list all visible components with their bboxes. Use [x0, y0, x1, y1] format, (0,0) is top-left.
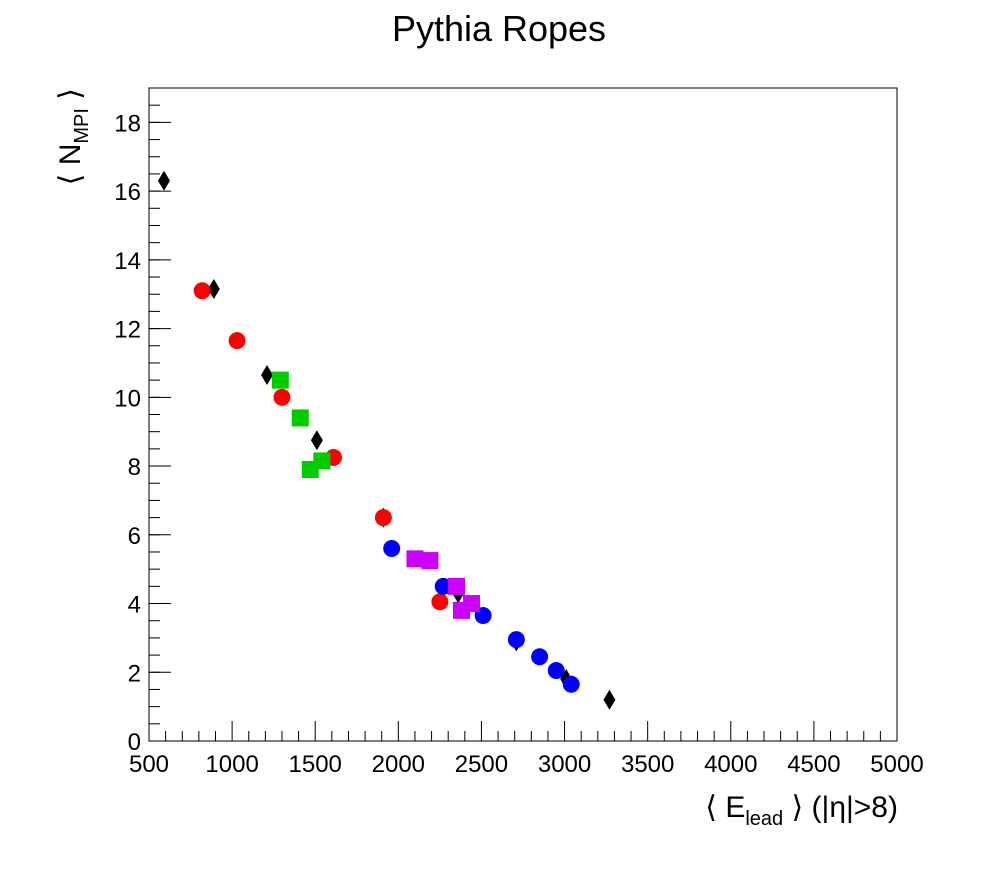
x-axis-title: ⟨ Elead ⟩ (|η|>8): [705, 791, 898, 830]
x-tick-label: 1500: [289, 751, 342, 778]
data-point: [383, 540, 401, 558]
data-point: [157, 170, 170, 191]
x-axis: 500 1000 1500 2000 2500 3000 3500 4000 4500 5000: [129, 721, 924, 778]
x-axis-title-close: ⟩ (|η|>8): [783, 791, 898, 824]
data-point: [273, 388, 291, 406]
x-tick-label: 5000: [870, 751, 923, 778]
x-tick-label: 2000: [372, 751, 425, 778]
y-axis-title-close: ⟩: [54, 88, 87, 108]
data-point: [507, 631, 525, 649]
data-point: [562, 675, 580, 693]
data-point: [207, 279, 220, 300]
data-point: [462, 595, 480, 613]
x-axis-title-sub: lead: [745, 808, 783, 830]
x-tick-label: 3500: [621, 751, 674, 778]
y-tick-label: 4: [128, 592, 141, 619]
x-tick-label: 500: [129, 751, 169, 778]
x-tick-label: 2500: [455, 751, 508, 778]
data-point: [434, 577, 452, 595]
x-tick-label: 4500: [787, 751, 840, 778]
data-point: [228, 332, 246, 350]
y-axis-title-open: ⟨ N: [54, 144, 87, 186]
y-tick-label: 2: [128, 660, 141, 687]
series-2: [193, 282, 449, 611]
data-point: [291, 409, 309, 427]
series-5: [406, 550, 480, 619]
y-axis: 0 2 4 6 8 10 12 14 16 18: [114, 87, 171, 756]
y-tick-label: 10: [114, 385, 141, 412]
data-point: [313, 452, 331, 470]
data-point: [406, 550, 424, 568]
y-tick-label: 12: [114, 317, 141, 344]
x-tick-label: 1000: [205, 751, 258, 778]
data-point: [531, 648, 549, 666]
x-tick-label: 4000: [704, 751, 757, 778]
data-point: [603, 689, 616, 710]
data-point: [431, 593, 449, 611]
x-axis-title-open: ⟨ E: [705, 791, 745, 824]
data-point: [374, 509, 392, 527]
y-axis-title: ⟨ NMPI ⟩: [54, 88, 93, 185]
series-1: [157, 170, 616, 710]
x-tick-label: 3000: [538, 751, 591, 778]
series-3: [271, 371, 331, 478]
y-tick-label: 0: [128, 729, 141, 756]
y-axis-title-sub: MPI: [71, 108, 93, 144]
data-point: [421, 552, 439, 570]
y-tick-label: 18: [114, 110, 141, 137]
data-markers: [157, 170, 616, 710]
y-tick-label: 6: [128, 523, 141, 550]
data-point: [193, 282, 211, 300]
chart-title: Pythia Ropes: [392, 8, 606, 49]
data-point: [271, 371, 289, 389]
data-point: [547, 662, 565, 680]
y-tick-label: 16: [114, 179, 141, 206]
series-4: [383, 540, 580, 693]
data-point: [310, 430, 323, 451]
y-tick-label: 14: [114, 248, 141, 275]
data-point: [261, 364, 274, 385]
y-tick-label: 8: [128, 454, 141, 481]
data-point: [448, 577, 466, 595]
